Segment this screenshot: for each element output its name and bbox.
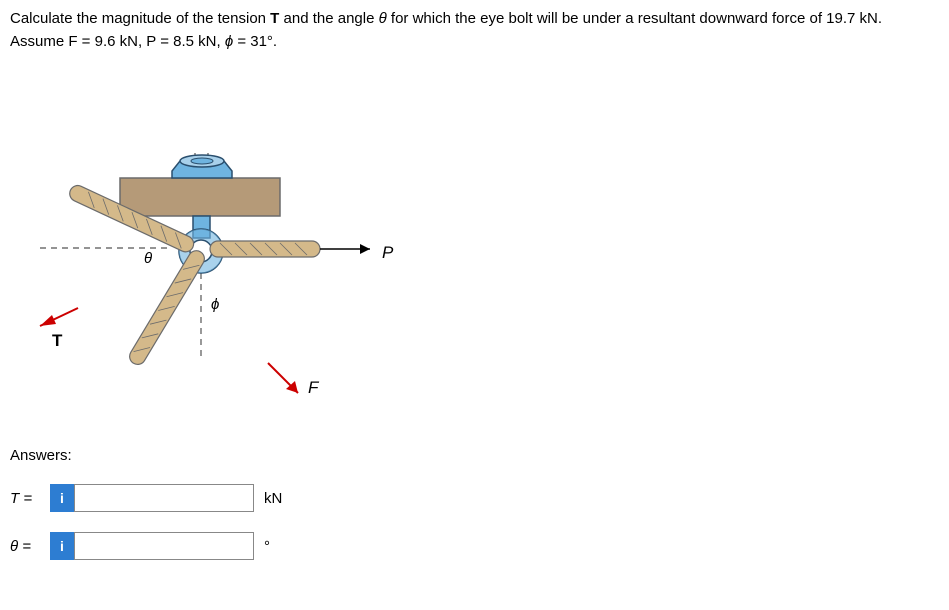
info-icon[interactable]: i xyxy=(50,484,74,512)
label-F: F xyxy=(308,378,320,397)
text: for which the eye bolt will be under a r… xyxy=(387,10,882,27)
eyebolt-figure: P T F θ xyxy=(10,83,939,417)
label-theta-equals: θ = xyxy=(10,538,50,555)
input-T[interactable] xyxy=(74,484,254,512)
text: Calculate the magnitude of the tension xyxy=(10,10,270,27)
input-theta[interactable] xyxy=(74,532,254,560)
var-phi: ϕ xyxy=(225,33,233,50)
problem-statement: Calculate the magnitude of the tension T… xyxy=(10,8,939,53)
unit-kN: kN xyxy=(264,490,282,507)
text: Assume F = 9.6 kN, P = 8.5 kN, xyxy=(10,33,225,50)
unit-degree: ° xyxy=(264,538,270,555)
var-theta: θ xyxy=(379,10,387,27)
label-theta: θ xyxy=(144,250,152,267)
var-T: T xyxy=(270,10,279,27)
text: and the angle xyxy=(279,10,378,27)
label-T: T xyxy=(52,331,63,350)
info-icon[interactable]: i xyxy=(50,532,74,560)
answers-heading: Answers: xyxy=(10,447,939,464)
label-P: P xyxy=(382,243,394,262)
label-phi: ϕ xyxy=(211,296,219,313)
answer-row-T: T = i kN xyxy=(10,484,939,512)
label-T-equals: T = xyxy=(10,490,50,507)
answer-row-theta: θ = i ° xyxy=(10,532,939,560)
text: = 31°. xyxy=(233,33,277,50)
